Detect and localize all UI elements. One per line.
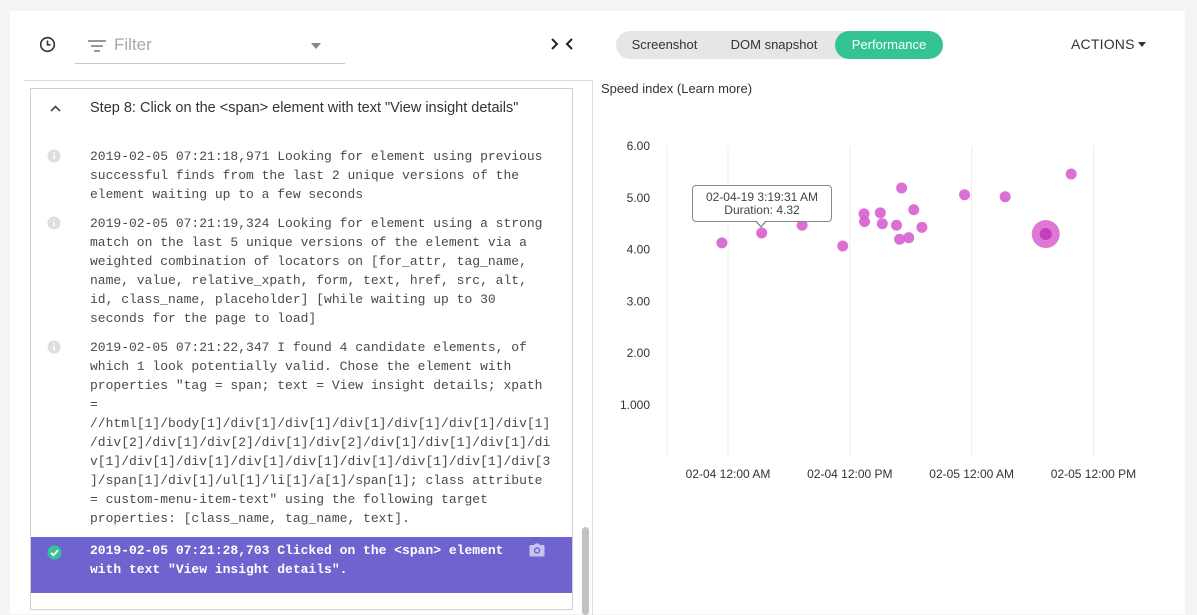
tab-performance[interactable]: Performance: [835, 31, 943, 59]
log-text: 2019-02-05 07:21:22,347 I found 4 candid…: [90, 340, 551, 526]
data-point[interactable]: [999, 191, 1011, 203]
log-entry-selected[interactable]: 2019-02-05 07:21:28,703 Clicked on the <…: [31, 537, 572, 593]
caret-down-icon: [1137, 41, 1146, 47]
y-tick-label: 6.00: [627, 139, 651, 153]
y-tick-label: 4.00: [627, 243, 651, 257]
scrollbar-thumb[interactable]: [582, 527, 589, 615]
x-tick-label: 02-05 12:00 AM: [929, 467, 1014, 481]
info-icon: [47, 216, 61, 230]
log-entry[interactable]: 2019-02-05 07:21:18,971 Looking for elem…: [31, 144, 572, 204]
data-point[interactable]: [876, 218, 888, 230]
x-tick-label: 02-04 12:00 PM: [807, 467, 892, 481]
data-point[interactable]: [837, 240, 849, 252]
chart-title[interactable]: Speed index (Learn more): [601, 81, 753, 96]
chart-tooltip: 02-04-19 3:19:31 AM Duration: 4.32: [692, 185, 832, 222]
y-tick-label: 2.00: [627, 346, 651, 360]
filter-box[interactable]: [75, 27, 345, 64]
chevron-up-icon[interactable]: [50, 105, 61, 112]
data-point[interactable]: [716, 237, 728, 249]
log-entry[interactable]: 2019-02-05 07:21:19,324 Looking for elem…: [31, 211, 572, 329]
data-point-center: [1039, 228, 1052, 241]
data-point[interactable]: [896, 182, 908, 194]
log-entry[interactable]: 2019-02-05 07:21:22,347 I found 4 candid…: [31, 335, 572, 529]
step-header[interactable]: Step 8: Click on the <span> element with…: [31, 89, 572, 129]
log-text: 2019-02-05 07:21:19,324 Looking for elem…: [90, 216, 543, 326]
step-log-panel: Step 8: Click on the <span> element with…: [24, 80, 593, 615]
data-point[interactable]: [874, 207, 886, 219]
data-point[interactable]: [1065, 168, 1077, 180]
x-tick-label: 02-05 12:00 PM: [1051, 467, 1136, 481]
log-text: 2019-02-05 07:21:28,703 Clicked on the <…: [90, 543, 504, 577]
speed-index-chart: 6.00 5.00 4.00 3.00 2.00 1.000 02-04 12:00 AM 0…: [620, 139, 1136, 481]
y-tick-label: 5.00: [627, 191, 651, 205]
tooltip-date: 02-04-19 3:19:31 AM: [705, 190, 819, 204]
tooltip-arrow-fill: [756, 220, 766, 226]
data-point[interactable]: [908, 204, 920, 216]
clock-icon[interactable]: [39, 36, 56, 53]
check-circle-icon: [47, 545, 62, 560]
tab-dom-snapshot[interactable]: DOM snapshot: [730, 37, 818, 52]
data-point[interactable]: [903, 232, 915, 244]
data-point[interactable]: [891, 219, 903, 231]
step-card: Step 8: Click on the <span> element with…: [30, 88, 573, 610]
x-tick-label: 02-04 12:00 AM: [686, 467, 771, 481]
y-tick-label: 1.000: [620, 398, 650, 412]
data-point[interactable]: [756, 227, 768, 239]
camera-icon[interactable]: [529, 543, 545, 557]
data-point[interactable]: [894, 233, 906, 245]
actions-button[interactable]: ACTIONS: [1071, 36, 1146, 52]
filter-icon: [88, 40, 106, 52]
info-icon: [47, 149, 61, 163]
view-tabs: Screenshot DOM snapshot Performance: [616, 31, 943, 59]
info-icon: [47, 340, 61, 354]
actions-label: ACTIONS: [1071, 36, 1135, 52]
y-tick-label: 3.00: [627, 294, 651, 308]
tab-screenshot[interactable]: Screenshot: [631, 37, 698, 52]
data-point[interactable]: [959, 189, 971, 201]
filter-input[interactable]: [114, 33, 304, 57]
tooltip-duration: Duration: 4.32: [724, 203, 800, 217]
chevron-down-icon[interactable]: [311, 43, 321, 49]
log-text: 2019-02-05 07:21:18,971 Looking for elem…: [90, 149, 543, 202]
collapse-panels-icon[interactable]: [550, 37, 574, 51]
step-title: Step 8: Click on the <span> element with…: [90, 100, 519, 116]
data-point[interactable]: [916, 221, 928, 233]
data-point[interactable]: [796, 219, 808, 231]
data-point[interactable]: [859, 216, 871, 228]
